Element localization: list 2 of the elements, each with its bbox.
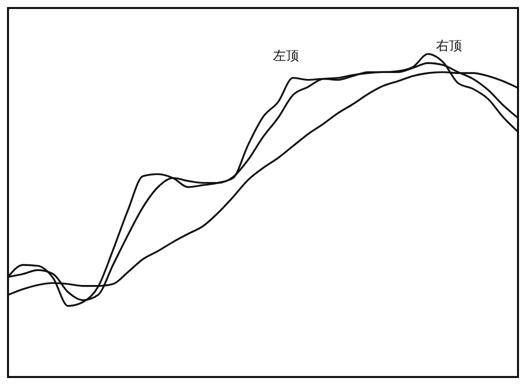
annotation: 右顶 xyxy=(436,39,462,54)
annotation: 左顶 xyxy=(272,49,299,64)
